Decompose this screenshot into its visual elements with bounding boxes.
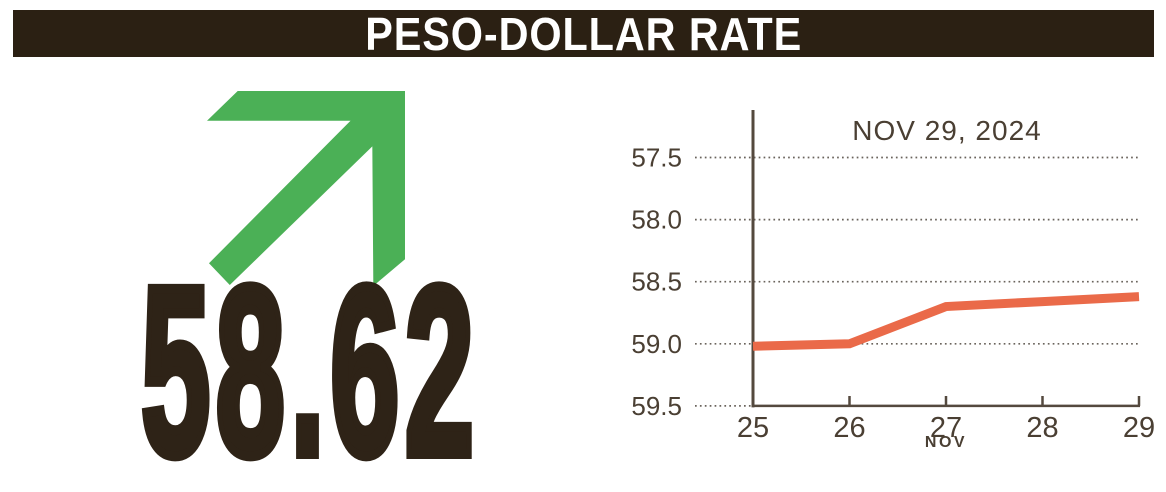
page-title: PESO-DOLLAR RATE (365, 7, 802, 60)
y-tick-label: 59.0 (631, 329, 682, 359)
axis-layer (751, 110, 1141, 408)
x-tick-label: 29 (1123, 412, 1155, 444)
rate-chart: NOV 29, 2024 57.5 58.0 58.5 59.0 59.5 25 26 27 2… (631, 110, 1155, 451)
chart-title: NOV 29, 2024 (852, 115, 1041, 146)
x-tick-label: 25 (737, 412, 769, 444)
label-layer: 57.5 58.0 58.5 59.0 59.5 25 26 27 28 29 (631, 143, 1155, 445)
x-tick-label: 27 (930, 412, 962, 444)
up-arrow-icon (207, 90, 405, 287)
y-tick-label: 58.5 (631, 267, 682, 297)
y-tick-label: 58.0 (631, 205, 682, 235)
up-arrow-shape (207, 90, 405, 287)
y-tick-label: 57.5 (631, 143, 682, 173)
price-line (752, 292, 1140, 351)
rate-value: 58.62 (138, 237, 480, 492)
x-tick-label: 28 (1026, 412, 1058, 444)
y-tick-label: 59.5 (631, 391, 682, 421)
x-axis-title: NOV (925, 434, 967, 451)
header-bar: PESO-DOLLAR RATE (13, 10, 1154, 57)
x-tick-label: 26 (833, 412, 865, 444)
grid-layer (695, 156, 1140, 407)
